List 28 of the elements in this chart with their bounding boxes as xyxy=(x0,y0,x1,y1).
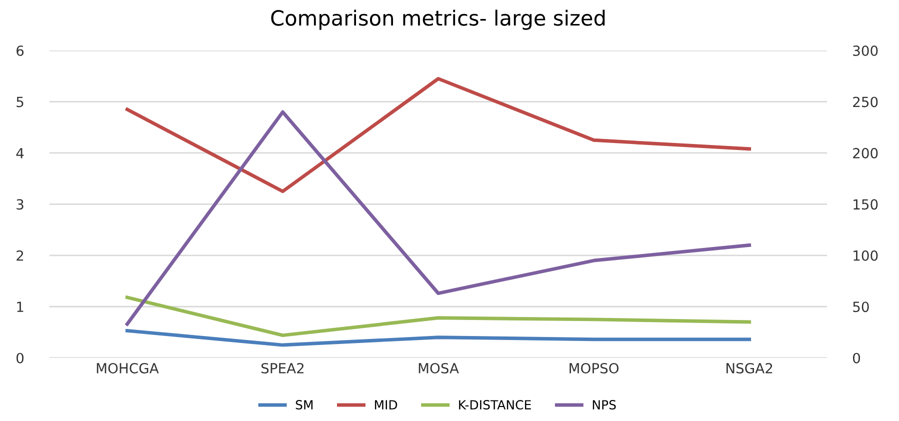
y2-tick-label: 100 xyxy=(854,250,878,261)
line-series xyxy=(125,296,752,338)
legend-label: K-DISTANCE xyxy=(459,400,531,410)
y-tick-label: 5 xyxy=(16,96,24,108)
y2-tick-label: 300 xyxy=(853,45,878,56)
x-tick-label: MOSA xyxy=(418,362,459,374)
line-series xyxy=(125,110,752,326)
chart-title: Comparison metrics- large sized xyxy=(271,10,605,30)
legend-label: NPS xyxy=(592,400,616,410)
line-series xyxy=(125,328,752,347)
x-tick-label: SPEA2 xyxy=(262,362,304,374)
y-tick-label: 6 xyxy=(16,45,24,56)
x-tick-label: MOHCGA xyxy=(96,362,159,374)
y-tick-label: 0 xyxy=(16,352,24,364)
y2-tick-label: 0 xyxy=(852,352,860,364)
y-tick-label: 1 xyxy=(17,302,24,312)
legend-label: MID xyxy=(374,400,398,410)
y-tick-label: 4 xyxy=(16,148,24,158)
line-series xyxy=(125,76,752,194)
legend-label: SM xyxy=(296,400,313,410)
y2-tick-label: 50 xyxy=(853,302,869,312)
y2-tick-label: 250 xyxy=(853,96,878,108)
x-tick-label: NSGA2 xyxy=(726,362,772,374)
y-tick-label: 3 xyxy=(16,199,24,210)
y2-tick-label: 150 xyxy=(854,199,878,210)
y2-tick-label: 200 xyxy=(853,148,878,158)
x-tick-label: MOPSO xyxy=(570,362,619,374)
y-tick-label: 2 xyxy=(16,250,24,261)
